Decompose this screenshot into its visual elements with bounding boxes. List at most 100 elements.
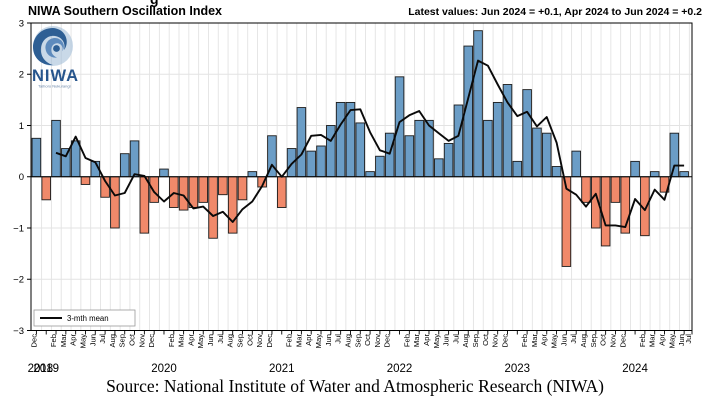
x-tick-label: Jun [324,334,333,346]
soi-bar-jan-2019 [41,176,51,201]
x-tick-label: Jun [677,334,686,346]
x-tick-label: Feb [402,334,411,347]
soi-bar-aug-2020 [227,176,238,234]
x-tick-label: Oct [245,333,254,346]
x-tick-label: Jul [684,334,693,344]
y-tick-label: 0 [19,172,24,183]
niwa-logo: NIWA Taihoro Nukurangi [32,26,79,89]
source-caption: Source: National Institute of Water and … [106,376,604,396]
soi-bar-jun-2021 [326,125,336,178]
soi-bar-may-2022 [434,158,444,178]
soi-bar-sep-2020 [237,176,248,201]
x-tick-label: Nov [373,334,382,348]
soi-bar-nov-2021 [375,155,385,178]
soi-bar-jun-2022 [443,142,454,178]
soi-bar-aug-2019 [110,176,120,229]
x-tick-label: Oct [481,333,490,346]
soi-bar-apr-2023 [541,132,552,178]
x-tick-label: May [78,334,87,349]
soi-bar-nov-2019 [139,176,150,234]
soi-bar-may-2023 [551,166,562,178]
year-label-2024: 2024 [622,363,648,375]
niwa-logo-wordmark: NIWA [32,67,79,85]
x-tick-label: Apr [658,334,667,346]
x-tick-label: Apr [186,334,195,346]
soi-bar-apr-2019 [70,140,81,178]
x-tick-label: Jul [216,334,225,344]
x-tick-label: Nov [255,334,264,348]
x-tick-label: Apr [422,334,431,346]
x-tick-label: Jul [98,334,107,344]
x-tick-label: Dec [265,334,274,348]
x-tick-label: Feb [285,334,294,347]
soi-bar-oct-2021 [365,171,375,178]
x-tick-label: Jun [559,334,568,346]
x-tick-label: May [550,334,559,349]
legend-label: 3-mth mean [67,314,109,323]
x-tick-label: Feb [520,334,529,347]
soi-bar-mar-2023 [532,127,542,178]
soi-bar-oct-2023 [600,176,611,247]
legend-box [33,309,136,327]
x-tick-label: Aug [108,334,117,348]
soi-bar-sep-2021 [355,122,366,178]
soi-bar-jun-2024 [679,171,689,178]
year-label-2023: 2023 [505,363,531,375]
y-tick-label: −1 [13,223,24,234]
soi-bar-feb-2019 [51,119,61,178]
x-tick-label: Jun [88,334,97,346]
soi-bar-sep-2022 [473,30,483,178]
latest-values-note: Latest values: Jun 2024 = +0.1, Apr 2024… [408,6,702,18]
x-tick-label: Mar [530,334,539,348]
x-tick-label: Jul [334,334,343,344]
y-tick-label: −3 [13,326,24,337]
soi-bar-jan-2023 [512,160,523,178]
niwa-swirl-icon [33,26,73,66]
soi-bar-may-2021 [316,145,326,178]
soi-bar-oct-2020 [247,171,258,178]
x-tick-label: Mar [294,334,303,348]
x-tick-label: Oct [363,333,372,346]
soi-bar-oct-2019 [129,140,140,178]
x-tick-label: Jul [569,334,578,344]
x-tick-label: Dec [618,334,627,348]
soi-bar-jan-2020 [159,168,169,178]
soi-bar-nov-2023 [610,176,621,203]
soi-bar-dec-2018 [31,137,42,178]
x-tick-label: Dec [500,334,509,348]
x-tick-label: Dec [29,334,38,348]
niwa-logo-subtitle: Taihoro Nukurangi [38,84,71,89]
x-tick-label: Oct [599,333,608,346]
three-month-mean-line [55,59,685,229]
year-label-2022: 2022 [387,363,413,375]
soi-bar-mar-2024 [649,171,660,178]
x-tick-label: Aug [461,334,470,348]
x-tick-label: Sep [118,334,127,348]
soi-bar-feb-2023 [522,89,532,178]
soi-bar-apr-2020 [188,176,199,208]
x-tick-label: Mar [177,334,186,348]
x-tick-label: Jun [442,334,451,346]
x-tick-label: Aug [226,334,235,348]
soi-bar-nov-2022 [492,101,503,178]
year-label-2019: 2019 [33,363,59,375]
y-tick-label: 3 [19,18,24,29]
x-tick-label: Feb [167,334,176,347]
x-tick-label: Apr [304,334,313,346]
x-tick-label: Feb [638,334,647,347]
soi-bar-jun-2020 [208,176,218,239]
soi-bar-jan-2021 [276,176,287,208]
x-tick-label: May [432,334,441,349]
x-tick-label: Sep [353,334,362,348]
soi-bar-dec-2019 [149,176,159,203]
soi-bar-feb-2022 [404,135,415,178]
soi-bar-may-2019 [80,176,91,185]
x-tick-label: Sep [236,334,245,348]
soi-bar-jul-2021 [335,101,346,178]
x-tick-label: Jul [451,334,460,344]
soi-bar-jan-2022 [394,76,405,178]
x-tick-label: Mar [648,334,657,348]
y-tick-label: 1 [19,121,24,132]
